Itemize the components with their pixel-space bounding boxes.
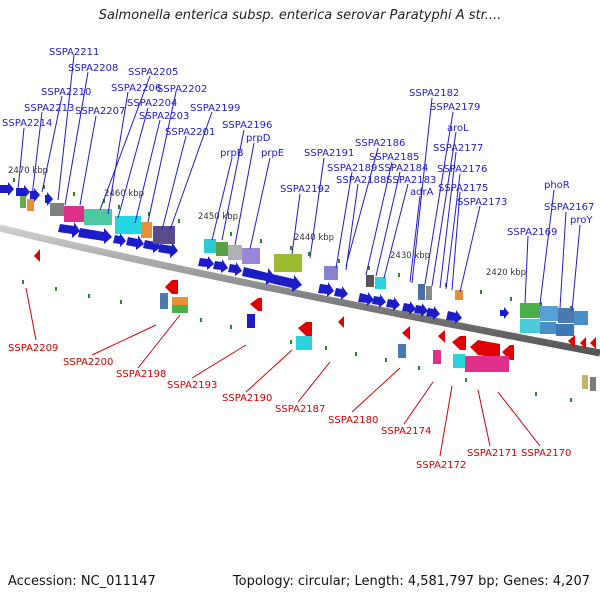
gene-label[interactable]: SSPA2174 xyxy=(381,426,431,437)
gene-label[interactable]: SSPA2214 xyxy=(2,118,52,129)
gene-label[interactable]: SSPA2188 xyxy=(336,175,386,186)
gene-label[interactable]: SSPA2171 xyxy=(467,448,517,459)
gene-label[interactable]: SSPA2184 xyxy=(378,163,428,174)
gene-label[interactable]: SSPA2213 xyxy=(24,103,74,114)
gene-label[interactable]: SSPA2198 xyxy=(116,369,166,380)
gene-label[interactable]: SSPA2176 xyxy=(437,164,487,175)
topology-text: Topology: circular; Length: 4,581,797 bp… xyxy=(232,574,590,589)
gene-label[interactable]: SSPA2183 xyxy=(386,175,436,186)
gene-label[interactable]: proY xyxy=(570,215,593,226)
kbp-label: 2470 kbp xyxy=(8,166,48,176)
gene-label[interactable]: SSPA2196 xyxy=(222,120,272,131)
genome-backbone xyxy=(0,224,600,357)
gene-label[interactable]: SSPA2203 xyxy=(139,111,189,122)
gene-label[interactable]: SSPA2205 xyxy=(128,67,178,78)
gene-label[interactable]: aroL xyxy=(447,123,469,134)
map-title: Salmonella enterica subsp. enterica sero… xyxy=(98,8,502,23)
gene-label[interactable]: SSPA2207 xyxy=(75,106,125,117)
gene-label[interactable]: prpE xyxy=(261,148,284,159)
gene-label[interactable]: SSPA2173 xyxy=(457,197,507,208)
gene-label[interactable]: SSPA2193 xyxy=(167,380,217,391)
gene-label[interactable]: SSPA2186 xyxy=(355,138,405,149)
gene-label[interactable]: SSPA2190 xyxy=(222,393,272,404)
gene-label[interactable]: SSPA2182 xyxy=(409,88,459,99)
reverse-leader-lines xyxy=(25,287,541,457)
gene-label[interactable]: SSPA2191 xyxy=(304,148,354,159)
gene-label[interactable]: prpD xyxy=(246,133,271,144)
kbp-label: 2430 kbp xyxy=(390,251,430,261)
gene-label[interactable]: phoR xyxy=(544,180,570,191)
gene-label[interactable]: SSPA2180 xyxy=(328,415,378,426)
gene-label[interactable]: SSPA2200 xyxy=(63,357,113,368)
gene-label[interactable]: SSPA2206 xyxy=(111,83,161,94)
gene-label[interactable]: SSPA2167 xyxy=(544,202,594,213)
gene-label[interactable]: SSPA2187 xyxy=(275,404,325,415)
gene-label[interactable]: SSPA2169 xyxy=(507,227,557,238)
gene-label[interactable]: SSPA2201 xyxy=(165,127,215,138)
gene-label[interactable]: SSPA2192 xyxy=(280,184,330,195)
gene-label[interactable]: SSPA2208 xyxy=(68,63,118,74)
gene-label[interactable]: SSPA2202 xyxy=(157,84,207,95)
gene-label[interactable]: SSPA2199 xyxy=(190,103,240,114)
gene-label[interactable]: SSPA2211 xyxy=(49,47,99,58)
gene-label[interactable]: SSPA2185 xyxy=(369,152,419,163)
gene-label[interactable]: SSPA2172 xyxy=(416,460,466,471)
gene-label[interactable]: SSPA2175 xyxy=(438,183,488,194)
gene-label[interactable]: SSPA2189 xyxy=(327,163,377,174)
gene-label[interactable]: prpB xyxy=(220,148,244,159)
reverse-gene-arrows[interactable] xyxy=(34,249,596,360)
gene-label[interactable]: SSPA2179 xyxy=(430,102,480,113)
gene-label[interactable]: SSPA2170 xyxy=(521,448,571,459)
feature-blocks[interactable] xyxy=(20,196,596,391)
accession-text: Accession: NC_011147 xyxy=(8,574,156,589)
forward-leader-lines xyxy=(17,54,581,312)
gene-label[interactable]: SSPA2209 xyxy=(8,343,58,354)
tick-marks xyxy=(13,178,572,402)
kbp-label: 2440 kbp xyxy=(294,233,334,243)
kbp-label: 2420 kbp xyxy=(486,268,526,278)
gene-label[interactable]: SSPA2177 xyxy=(433,143,483,154)
gene-label[interactable]: adrA xyxy=(410,187,434,198)
gene-label[interactable]: SSPA2210 xyxy=(41,87,91,98)
gene-label[interactable]: SSPA2204 xyxy=(127,98,177,109)
